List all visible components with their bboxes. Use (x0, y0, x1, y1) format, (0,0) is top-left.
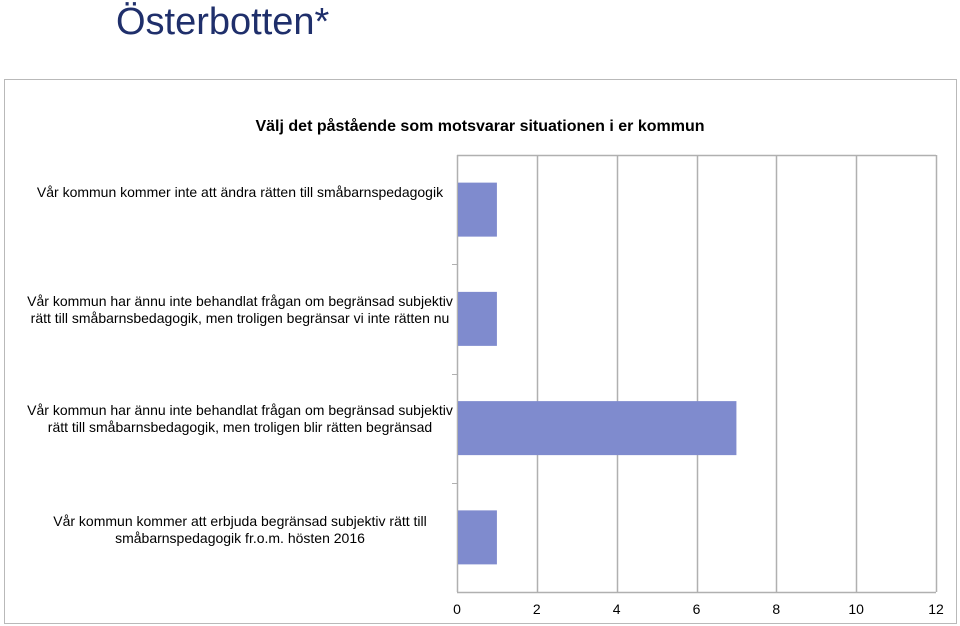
bar-1 (458, 291, 497, 346)
category-label-line: småbarnspedagogik fr.o.m. hösten 2016 (115, 530, 365, 547)
bar-3 (458, 510, 497, 565)
x-tick-label-5: 10 (848, 601, 864, 617)
category-label-line: Vår kommun kommer att erbjuda begränsad … (53, 513, 427, 530)
category-label-3: Vår kommun kommer att erbjuda begränsad … (20, 513, 460, 547)
x-tick-label-2: 4 (613, 601, 621, 617)
x-tick-label-4: 8 (772, 601, 780, 617)
category-label-2: Vår kommun har ännu inte behandlat fråga… (20, 402, 460, 436)
category-label-line: Vår kommun har ännu inte behandlat fråga… (27, 292, 453, 309)
x-tick-label-3: 6 (693, 601, 701, 617)
x-tick-label-1: 2 (533, 601, 541, 617)
bar-2 (458, 401, 737, 456)
category-label-1: Vår kommun har ännu inte behandlat fråga… (20, 293, 460, 327)
page-title: Österbotten* (116, 1, 330, 43)
x-tick-label-6: 12 (928, 601, 944, 617)
chart-title: Välj det påstående som motsvarar situati… (255, 118, 705, 135)
category-label-line: Vår kommun kommer inte att ändra rätten … (36, 184, 444, 201)
category-label-line: rätt till småbarnsbedagogik, men trolige… (30, 309, 450, 326)
x-tick-label-0: 0 (453, 601, 461, 617)
category-label-0: Vår kommun kommer inte att ändra rätten … (20, 184, 460, 201)
category-label-line: Vår kommun har ännu inte behandlat fråga… (27, 402, 453, 419)
category-label-line: rätt till småbarnsbedagogik, men trolige… (47, 419, 433, 436)
bar-0 (458, 182, 497, 237)
